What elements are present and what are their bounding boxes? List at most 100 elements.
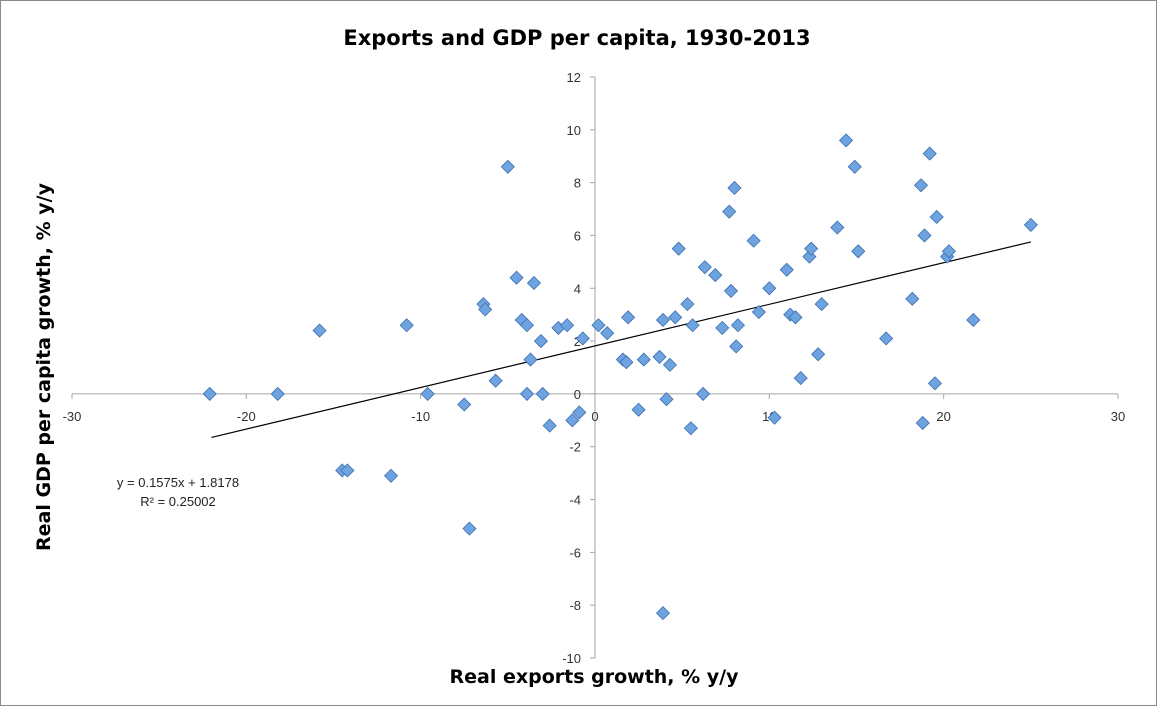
data-point [685, 318, 700, 333]
data-point [662, 357, 678, 372]
data-point [383, 468, 399, 483]
data-point [270, 386, 285, 401]
data-point [879, 331, 894, 346]
data-point [917, 228, 932, 243]
x-axis-title: Real exports growth, % y/y [449, 666, 739, 688]
data-point [457, 397, 472, 412]
data-points [202, 133, 1038, 621]
data-point [729, 339, 744, 354]
x-tick-label: -20 [237, 409, 256, 424]
data-point [655, 312, 671, 328]
data-point [683, 421, 698, 436]
data-point [621, 310, 636, 325]
data-point [767, 410, 782, 425]
data-point [1023, 217, 1038, 232]
data-point [542, 418, 557, 433]
y-tick-label: -6 [569, 545, 581, 560]
data-point [652, 349, 667, 365]
data-point [762, 281, 777, 296]
data-point [565, 413, 580, 428]
data-point [851, 244, 866, 259]
data-point [533, 334, 549, 349]
data-point [202, 386, 217, 401]
data-point [462, 521, 477, 536]
data-point [420, 386, 435, 401]
trendline [211, 241, 1031, 438]
data-point [312, 323, 327, 338]
y-tick-label: -10 [562, 651, 581, 666]
data-point [526, 275, 542, 291]
data-point [814, 297, 829, 312]
x-tick-label: -10 [411, 409, 430, 424]
y-tick-label: 10 [567, 123, 581, 138]
y-tick-label: 2 [574, 334, 581, 349]
data-point [500, 159, 515, 174]
data-point [619, 355, 634, 370]
data-point [913, 178, 929, 193]
x-tick-label: 0 [591, 409, 598, 424]
chart-title: Exports and GDP per capita, 1930-2013 [343, 26, 810, 50]
y-tick-label: -2 [569, 440, 581, 455]
data-point [723, 283, 739, 298]
data-point [340, 463, 355, 478]
x-tick-label: 30 [1111, 409, 1125, 424]
y-tick-label: 12 [567, 70, 581, 85]
data-point [655, 606, 671, 621]
data-point [779, 262, 794, 277]
trendline-r-squared: R² = 0.25002 [140, 494, 216, 509]
data-point [811, 347, 826, 362]
data-point [659, 392, 674, 407]
data-point [715, 320, 730, 335]
y-tick-label: -8 [569, 598, 581, 613]
data-point [788, 310, 803, 325]
data-point [804, 241, 819, 256]
data-point [751, 304, 766, 320]
data-point [488, 373, 503, 388]
data-point [523, 352, 538, 367]
data-point [915, 415, 930, 431]
data-point [966, 312, 981, 328]
data-point [668, 310, 683, 325]
data-point [478, 302, 493, 317]
data-point [519, 318, 535, 333]
data-point [793, 370, 808, 386]
data-point [572, 405, 587, 420]
y-tick-label: 8 [574, 176, 581, 191]
data-point [929, 209, 944, 225]
data-point [922, 146, 937, 161]
data-point [708, 268, 723, 283]
y-tick-label: 6 [574, 228, 581, 243]
data-point [838, 133, 854, 148]
data-point [519, 386, 535, 401]
data-point [730, 318, 746, 333]
data-point [727, 180, 742, 195]
data-point [535, 386, 550, 401]
data-point [575, 331, 590, 346]
x-tick-label: -30 [63, 409, 82, 424]
axes-group [71, 76, 1119, 659]
data-point [905, 291, 920, 306]
x-tick-label: 20 [936, 409, 950, 424]
data-point [560, 318, 575, 333]
y-tick-label: -4 [569, 493, 581, 508]
data-point [941, 244, 956, 259]
data-point [636, 352, 651, 367]
data-point [696, 386, 711, 401]
trendline-group [211, 241, 1031, 438]
y-tick-label: 4 [574, 281, 581, 296]
data-point [830, 220, 845, 235]
data-point [631, 402, 646, 417]
data-point [591, 318, 606, 333]
trendline-equation: y = 0.1575x + 1.8178 [117, 475, 239, 490]
data-point [722, 204, 737, 219]
y-tick-label: 0 [574, 387, 581, 402]
data-point [399, 318, 414, 333]
data-point [600, 326, 615, 341]
data-point [746, 233, 761, 248]
data-point [847, 159, 862, 174]
data-point [680, 297, 695, 312]
data-point [671, 241, 686, 256]
